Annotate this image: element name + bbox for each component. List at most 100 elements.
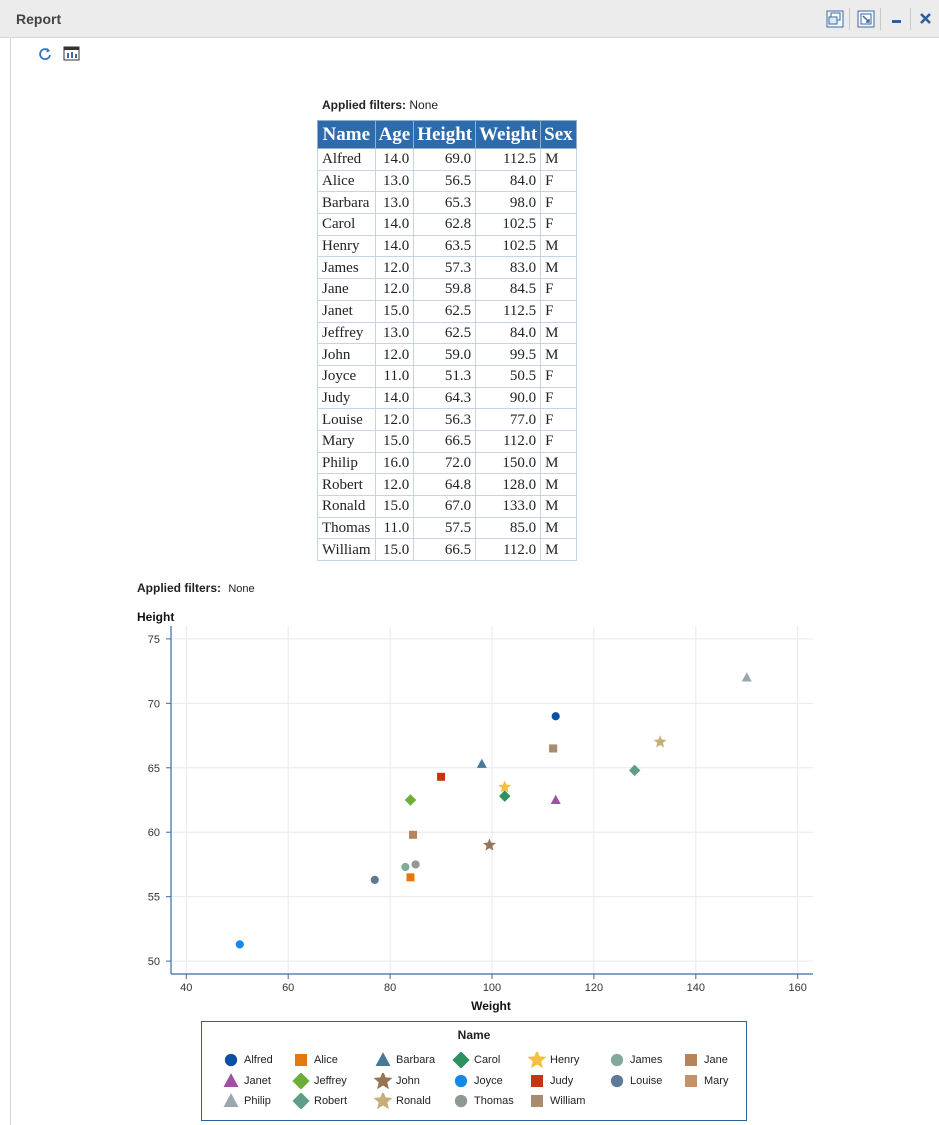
x-tick-label: 100	[483, 982, 501, 994]
column-header-name[interactable]: Name	[317, 120, 376, 149]
window-title: Report	[16, 11, 62, 27]
minimize-icon[interactable]	[888, 10, 906, 28]
cell-name: Carol	[317, 213, 376, 236]
data-point-robert	[628, 764, 641, 777]
restore-icon[interactable]	[857, 10, 875, 28]
legend-swatch	[531, 1095, 543, 1107]
cell-sex: M	[540, 495, 577, 518]
cell-height: 67.0	[413, 495, 477, 518]
close-icon[interactable]	[917, 10, 935, 28]
table-header-row: Name Age Height Weight Sex	[317, 120, 577, 149]
cell-age: 13.0	[374, 321, 415, 345]
y-tick-label: 70	[148, 698, 160, 710]
cell-weight: 50.5	[475, 364, 542, 388]
cell-height: 59.0	[413, 343, 477, 366]
legend-label: Joyce	[474, 1075, 503, 1087]
column-header-sex[interactable]: Sex	[540, 120, 577, 149]
table-row: Philip 16.0 72.0 150.0 M	[317, 451, 577, 475]
data-point-thomas	[411, 860, 420, 869]
column-header-height[interactable]: Height	[413, 120, 477, 149]
cell-age: 12.0	[374, 278, 415, 301]
circle-marker-icon	[224, 1053, 238, 1067]
cell-sex: F	[540, 278, 577, 301]
filters-label: Applied filters:	[322, 98, 407, 112]
cell-weight: 112.0	[475, 538, 542, 562]
cell-name: Robert	[317, 473, 376, 496]
star-marker-icon	[528, 1052, 546, 1068]
cell-sex: M	[540, 451, 577, 475]
cell-age: 14.0	[374, 234, 415, 258]
legend-title: Name	[457, 1028, 491, 1042]
table-row: James 12.0 57.3 83.0 M	[317, 256, 577, 280]
legend-label: Jane	[704, 1054, 728, 1066]
cell-weight: 83.0	[475, 256, 542, 280]
chart-points	[235, 672, 752, 949]
cell-name: James	[317, 256, 376, 280]
legend-label: Henry	[550, 1054, 580, 1066]
data-point-philip	[741, 672, 752, 682]
cell-height: 65.3	[413, 191, 477, 215]
cell-sex: M	[540, 343, 577, 366]
legend-label: Carol	[474, 1054, 501, 1066]
cell-name: Jeffrey	[317, 321, 376, 345]
cell-height: 63.5	[413, 234, 477, 258]
triangle-marker-icon	[223, 1093, 239, 1107]
report-title-bar: Report	[0, 0, 939, 38]
diamond-marker-icon	[292, 1073, 310, 1089]
cell-sex: F	[540, 408, 577, 431]
refresh-icon[interactable]	[37, 46, 53, 62]
legend-label: Philip	[244, 1095, 271, 1107]
data-point-ronald	[653, 735, 667, 748]
cell-height: 57.5	[413, 516, 477, 540]
legend-swatch	[610, 1074, 624, 1088]
y-tick-label: 50	[148, 956, 160, 968]
cell-sex: F	[540, 386, 577, 410]
cell-age: 14.0	[374, 148, 415, 171]
filters-label: Applied filters:	[137, 581, 222, 595]
cell-height: 66.5	[413, 538, 477, 562]
cell-weight: 112.0	[475, 429, 542, 453]
legend-label: James	[630, 1054, 663, 1066]
column-header-weight[interactable]: Weight	[475, 120, 542, 149]
data-point-joyce	[235, 940, 244, 949]
cell-sex: M	[540, 148, 577, 171]
legend-label: William	[550, 1095, 586, 1107]
legend-label: Louise	[630, 1075, 663, 1087]
x-tick-label: 60	[282, 982, 294, 994]
cell-age: 16.0	[374, 451, 415, 475]
chart-ticks: 40 60 80 100 120 140 160 50 55 60 65 70 75	[148, 634, 807, 994]
x-tick-label: 140	[687, 982, 705, 994]
table-row: Robert 12.0 64.8 128.0 M	[317, 473, 577, 496]
column-header-age[interactable]: Age	[374, 120, 415, 149]
maximize-icon[interactable]	[826, 10, 844, 28]
table-row: Janet 15.0 62.5 112.5 F	[317, 299, 577, 323]
cell-sex: M	[540, 234, 577, 258]
cell-weight: 99.5	[475, 343, 542, 366]
legend-swatch	[374, 1093, 392, 1109]
legend-swatch	[223, 1093, 239, 1107]
legend-swatch	[454, 1074, 468, 1088]
legend-swatch	[528, 1052, 546, 1068]
table-row: Jane 12.0 59.8 84.5 F	[317, 278, 577, 301]
table-row: Barbara 13.0 65.3 98.0 F	[317, 191, 577, 215]
legend-label: Janet	[244, 1075, 271, 1087]
table-row: Carol 14.0 62.8 102.5 F	[317, 213, 577, 236]
legend-label: Thomas	[474, 1095, 514, 1107]
cell-weight: 85.0	[475, 516, 542, 540]
view-table-icon[interactable]	[63, 46, 80, 62]
legend-swatch	[292, 1073, 310, 1089]
cell-age: 13.0	[374, 169, 415, 193]
data-point-jane	[409, 830, 418, 839]
data-point-judy	[437, 772, 446, 781]
cell-name: Jane	[317, 278, 376, 301]
cell-name: Joyce	[317, 364, 376, 388]
table-row: Ronald 15.0 67.0 133.0 M	[317, 495, 577, 518]
legend-label: John	[396, 1075, 420, 1087]
square-marker-icon	[685, 1054, 697, 1066]
titlebar-separator	[880, 8, 881, 30]
cell-weight: 84.0	[475, 321, 542, 345]
chart-applied-filters: Applied filters: None	[137, 581, 255, 595]
diamond-marker-icon	[452, 1052, 470, 1068]
cell-weight: 98.0	[475, 191, 542, 215]
cell-sex: M	[540, 516, 577, 540]
